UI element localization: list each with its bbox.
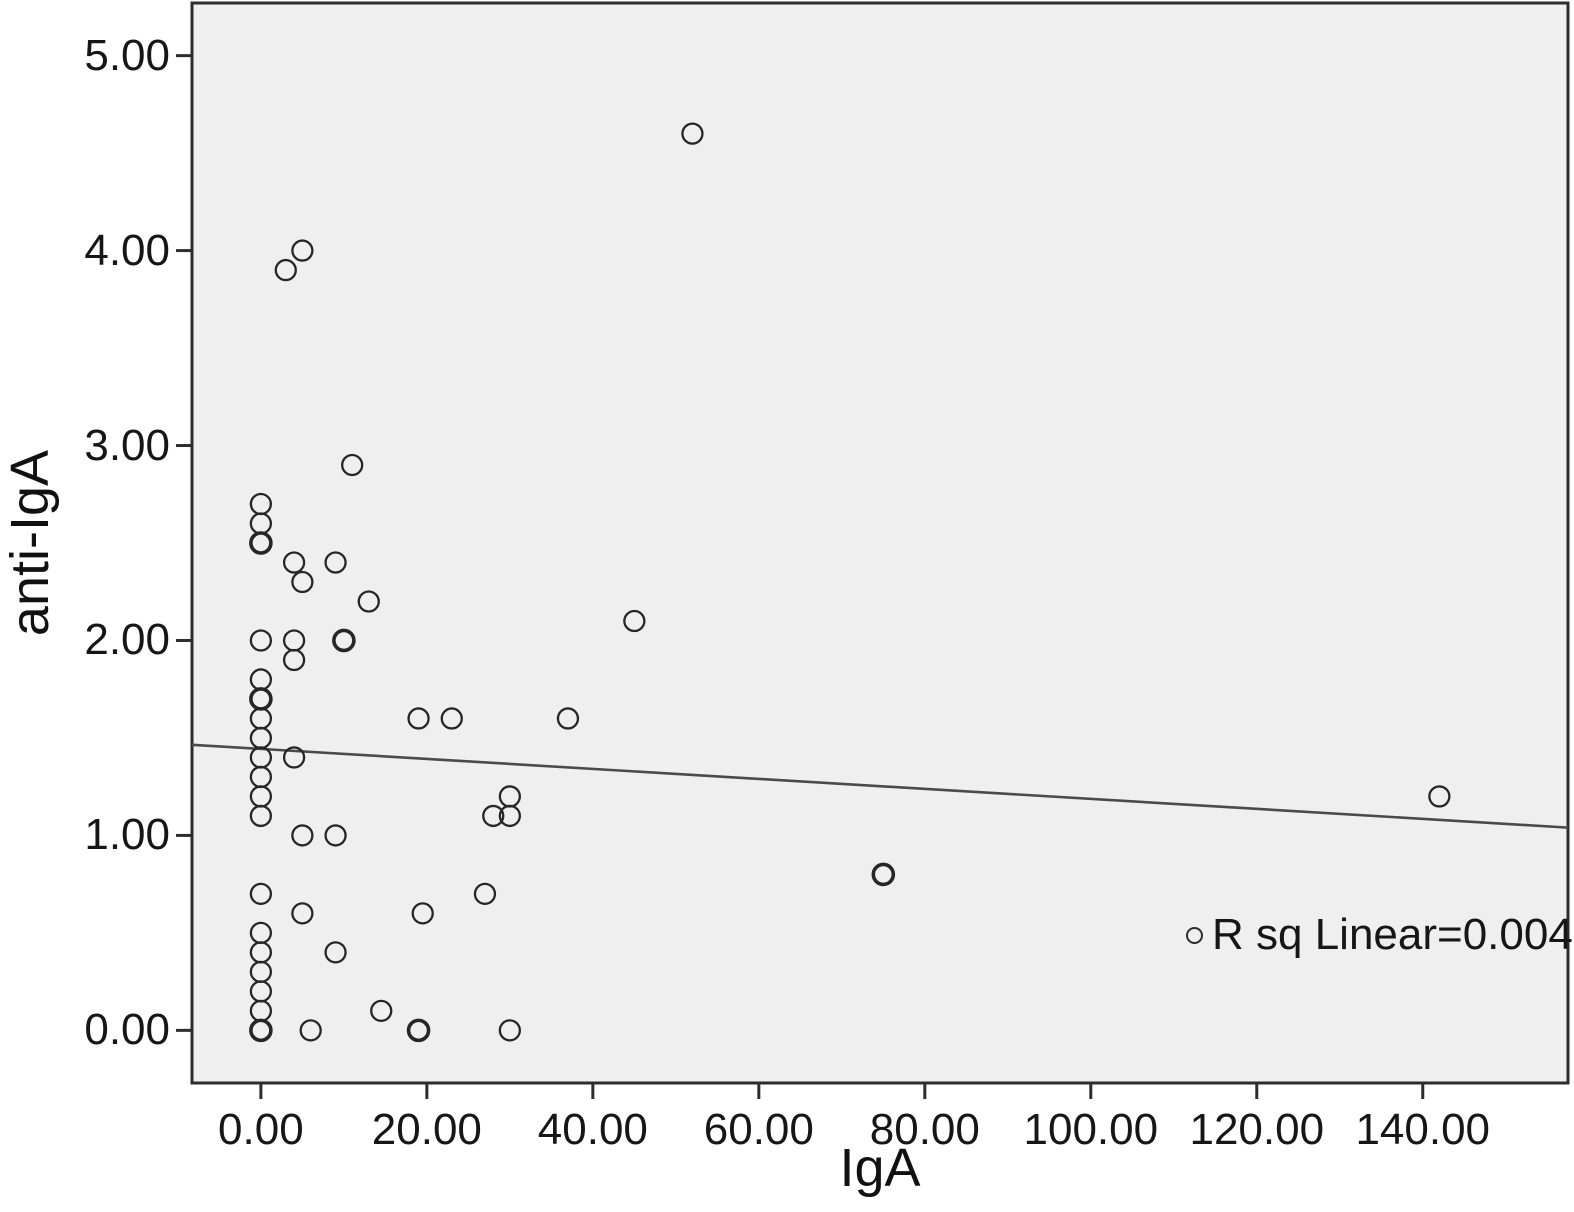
data-point (282, 746, 306, 769)
open-circle-marker-icon (1186, 926, 1203, 944)
x-tick-label: 0.00 (218, 1105, 304, 1154)
data-point (482, 804, 505, 828)
x-tick-label: 120.00 (1189, 1105, 1325, 1154)
data-point (473, 882, 497, 906)
data-point (324, 551, 347, 574)
data-point (370, 999, 393, 1023)
x-tick-label: 60.00 (703, 1105, 814, 1154)
data-point (249, 804, 273, 828)
data-point (291, 570, 314, 594)
y-tick-label: 5.00 (84, 30, 170, 80)
data-point (341, 453, 364, 477)
fit-line (191, 743, 1569, 829)
data-point (249, 882, 273, 906)
r-squared-annotation: R sq Linear=0.004 (1186, 907, 1573, 963)
y-tick-label: 4.00 (84, 225, 170, 275)
data-point (324, 941, 347, 964)
data-point (282, 648, 306, 672)
data-point (291, 824, 314, 847)
y-axis-title: anti-IgA (0, 449, 60, 637)
data-point (291, 902, 314, 925)
data-point (249, 629, 273, 652)
data-point (498, 804, 522, 828)
data-point (249, 531, 273, 555)
data-point (498, 1019, 522, 1042)
x-tick-label: 80.00 (869, 1105, 980, 1154)
x-tick-label: 140.00 (1355, 1105, 1491, 1154)
data-point (556, 707, 580, 730)
data-point (249, 1018, 273, 1043)
data-point (299, 1019, 322, 1042)
x-axis-title: IgA (839, 1138, 921, 1198)
y-tick-label: 1.00 (84, 810, 170, 860)
x-tick-label: 40.00 (537, 1105, 648, 1154)
data-point (411, 902, 434, 925)
data-point (274, 258, 297, 282)
data-point (681, 122, 704, 145)
data-point (440, 707, 463, 730)
data-point (282, 551, 306, 574)
x-tick-label: 100.00 (1023, 1105, 1159, 1154)
data-point (623, 609, 646, 633)
data-point (357, 590, 380, 613)
y-tick-label: 0.00 (84, 1005, 170, 1055)
data-point (291, 239, 314, 262)
y-tick-label: 2.00 (84, 615, 170, 665)
data-point (332, 628, 356, 653)
y-tick-label: 3.00 (84, 420, 170, 470)
data-point (871, 862, 896, 887)
x-tick-label: 20.00 (371, 1105, 482, 1154)
r-squared-annotation-text: R sq Linear=0.004 (1212, 910, 1573, 959)
data-point (407, 707, 430, 730)
data-point (1428, 785, 1451, 808)
data-point (324, 824, 347, 847)
data-point (406, 1018, 431, 1043)
